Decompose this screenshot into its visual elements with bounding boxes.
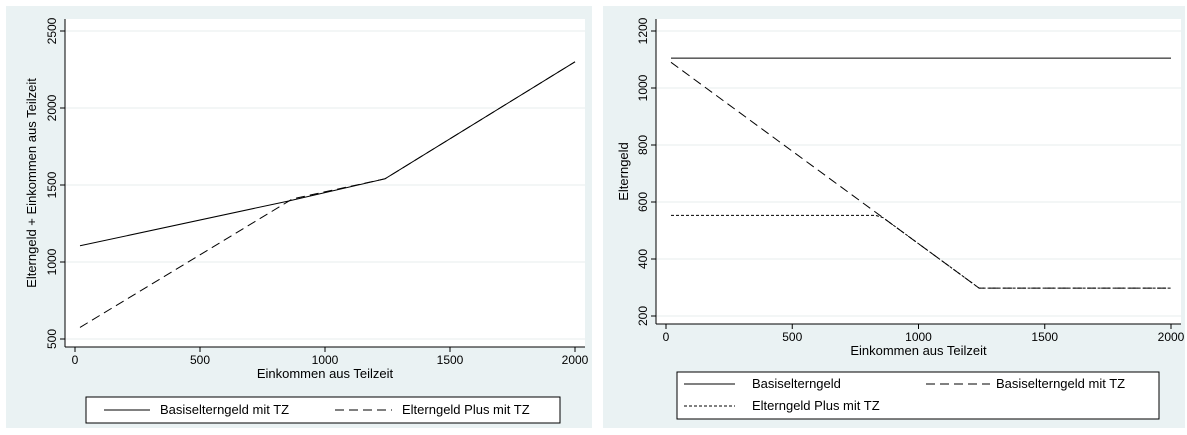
x-tick-label: 500 (782, 330, 802, 344)
y-tick-label: 2500 (45, 17, 59, 44)
plot-area (65, 19, 585, 347)
y-tick-label: 1000 (636, 74, 650, 101)
y-tick-label: 1500 (45, 171, 59, 198)
legend-entry: Basiselterngeld mit TZ (996, 376, 1125, 391)
y-tick-label: 1000 (45, 248, 59, 275)
y-tick-label: 1200 (636, 17, 650, 44)
x-axis-label: Einkommen aus Teilzeit (257, 366, 394, 381)
y-tick-label: 200 (636, 306, 650, 326)
chart-2: 200 400 600 800 1000 1200 0 500 1000 1500 2000 Elte… (603, 6, 1185, 428)
x-tick-label: 1500 (437, 353, 464, 367)
x-tick-label: 2000 (562, 353, 589, 367)
legend-box (676, 371, 1160, 420)
x-tick-label: 2000 (1158, 330, 1185, 344)
y-axis-label: Elterngeld (616, 142, 631, 201)
y-axis-label: Elterngeld + Einkommen aus Teilzeit (24, 78, 39, 288)
y-tick-label: 500 (45, 329, 59, 349)
legend-entry: Elterngeld Plus mit TZ (402, 402, 530, 417)
x-tick-label: 1000 (312, 353, 339, 367)
series-line-3 (671, 214, 1171, 289)
legend-entry: Basiselterngeld (752, 376, 841, 391)
x-tick-label: 0 (663, 330, 670, 344)
legend-box (85, 396, 561, 424)
x-tick-label: 500 (190, 353, 210, 367)
x-axis-label: Einkommen aus Teilzeit (850, 343, 987, 358)
x-tick-label: 1000 (905, 330, 932, 344)
series-line-2 (79, 61, 576, 328)
x-tick-label: 1500 (1031, 330, 1058, 344)
legend-entry: Basiselterngeld mit TZ (160, 402, 289, 417)
y-tick-label: 400 (636, 249, 650, 269)
y-tick-label: 800 (636, 135, 650, 155)
y-tick-label: 2000 (45, 94, 59, 121)
plot-area (656, 19, 1181, 324)
y-tick-label: 600 (636, 192, 650, 212)
x-tick-label: 0 (72, 353, 79, 367)
chart-1: 500 1000 1500 2000 2500 0 500 1000 1500 2000 Elter… (6, 6, 592, 428)
legend-entry: Elterngeld Plus mit TZ (752, 398, 880, 413)
